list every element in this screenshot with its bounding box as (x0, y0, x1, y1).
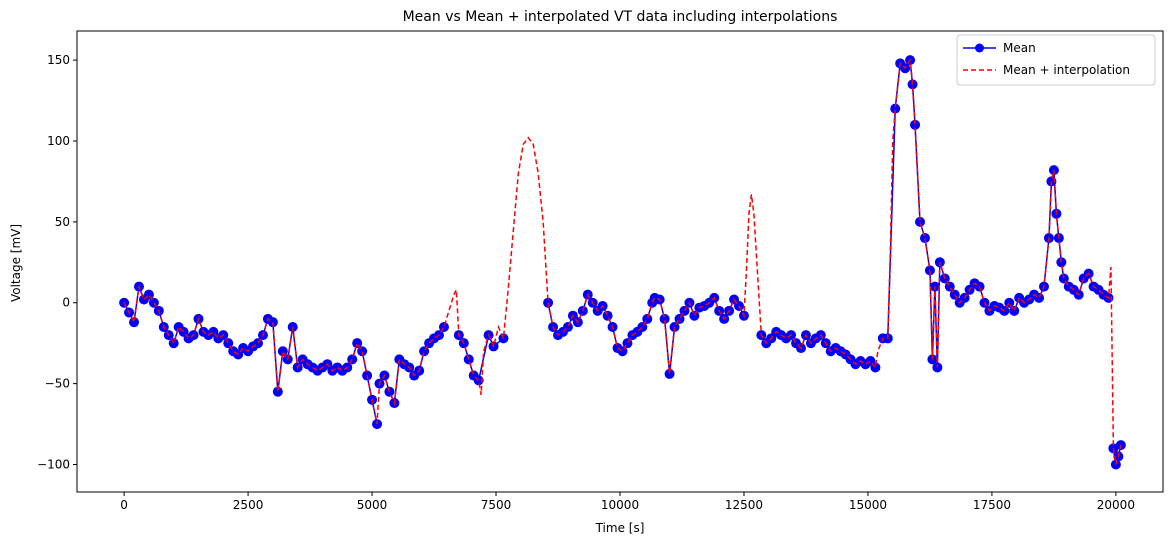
legend: Mean Mean + interpolation (956, 34, 1156, 86)
mean-data-point (949, 289, 960, 300)
x-tick-label: 10000 (601, 498, 639, 512)
mean-data-point (419, 346, 430, 357)
interpolation-series-line (123, 57, 1122, 465)
y-tick-label: 50 (55, 215, 70, 229)
x-tick-label: 20000 (1097, 498, 1135, 512)
mean-data-point (1034, 292, 1045, 303)
mean-data-point (347, 354, 358, 365)
y-tick-label: 100 (47, 134, 70, 148)
mean-data-point (659, 313, 670, 324)
mean-data-point (910, 119, 921, 130)
mean-data-point (357, 346, 368, 357)
mean-data-point (674, 313, 685, 324)
axis-ticks: 0 2500 5000 7500 10000 12500 15000 17500 20000 −1… (37, 53, 1135, 512)
mean-data-point (168, 338, 179, 349)
chart-title: Mean vs Mean + interpolated VT data incl… (403, 9, 838, 25)
legend-interp-label: Mean + interpolation (1003, 63, 1130, 77)
mean-data-point (463, 354, 474, 365)
y-axis-label: Voltage [mV] (9, 224, 23, 302)
mean-data-point (1004, 297, 1015, 308)
x-tick-label: 12500 (725, 498, 763, 512)
mean-data-point (664, 368, 675, 379)
mean-data-point (689, 310, 700, 321)
y-tick-label: −50 (45, 377, 70, 391)
mean-data-point (919, 233, 930, 244)
x-tick-label: 5000 (357, 498, 388, 512)
mean-data-point (642, 313, 653, 324)
mean-data-point (602, 310, 613, 321)
x-tick-label: 7500 (481, 498, 512, 512)
plot-frame (76, 30, 1164, 493)
mean-data-point (223, 338, 234, 349)
mean-data-point (277, 346, 288, 357)
x-tick-label: 15000 (849, 498, 887, 512)
legend-mean-label: Mean (1003, 41, 1036, 55)
plot-series (119, 55, 1126, 470)
y-tick-label: 0 (62, 296, 70, 310)
mean-data-point (669, 322, 680, 333)
mean-data-point (890, 103, 901, 114)
x-tick-label: 2500 (233, 498, 264, 512)
x-tick-label: 17500 (973, 498, 1011, 512)
mean-data-point (974, 281, 985, 292)
x-axis-label: Time [s] (595, 521, 645, 535)
x-tick-label: 0 (120, 498, 128, 512)
mean-data-point (129, 317, 140, 328)
mean-data-point (352, 338, 363, 349)
legend-mean-marker (975, 43, 984, 53)
mean-data-point (438, 322, 449, 333)
y-tick-label: −100 (37, 458, 70, 472)
y-tick-label: 150 (47, 53, 70, 67)
mean-data-point (498, 333, 509, 344)
mean-data-point (1009, 305, 1020, 316)
legend-box (956, 34, 1156, 86)
mean-series-line (882, 57, 1109, 368)
mean-data-point (622, 338, 633, 349)
mean-data-point (1058, 273, 1069, 284)
mean-data-point (272, 386, 283, 397)
mean-data-point (944, 281, 955, 292)
mean-data-point (915, 216, 926, 227)
